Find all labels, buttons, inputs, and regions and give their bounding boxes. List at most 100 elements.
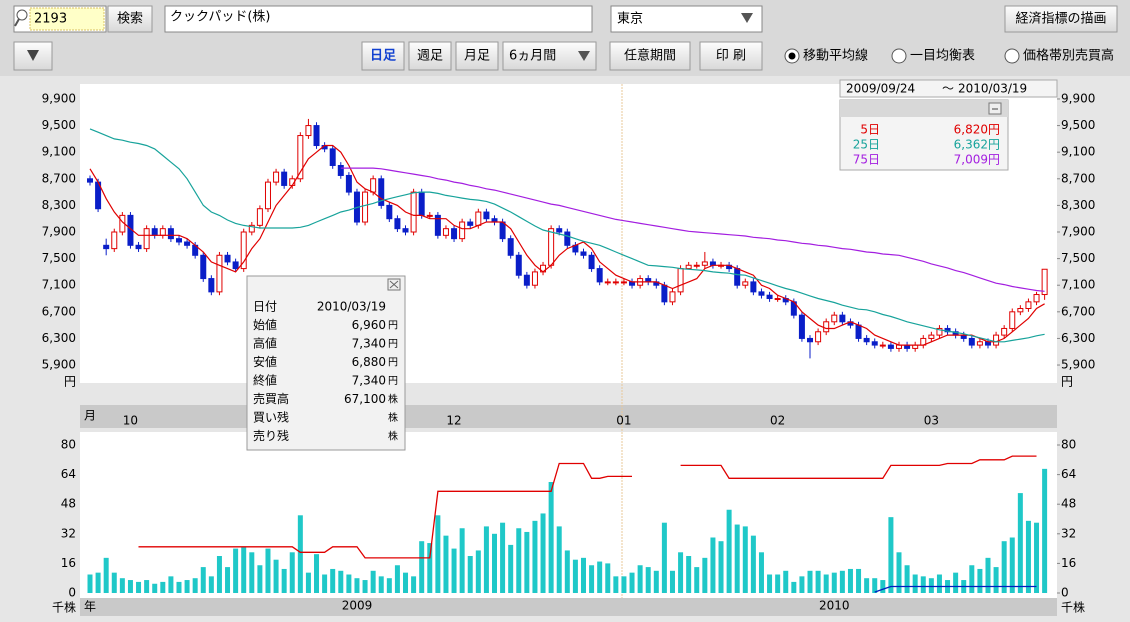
- candle-body: [329, 148, 336, 166]
- tooltip-label: 高値: [253, 336, 277, 351]
- volume-bar: [702, 557, 708, 593]
- y-tick-label: 7,500: [42, 251, 76, 265]
- x-tick-label: 01: [616, 414, 631, 428]
- volume-bar: [103, 557, 109, 593]
- x-tick-label: 02: [770, 414, 785, 428]
- candle-body: [483, 211, 490, 220]
- candle-body: [442, 228, 449, 236]
- candle-body: [362, 191, 369, 223]
- candle-body: [248, 224, 255, 233]
- radio[interactable]: [1004, 48, 1020, 64]
- custom-span-button[interactable]: [609, 41, 691, 71]
- y-tick-label: 8,700: [42, 171, 76, 185]
- volume-bar: [403, 572, 409, 593]
- volume-tick-label: 48: [61, 497, 76, 511]
- candle-body: [386, 204, 393, 220]
- radio-label: 価格帯別売買高: [1023, 48, 1114, 64]
- tooltip-label: 売り残: [253, 428, 289, 443]
- volume-bar: [184, 580, 190, 593]
- volume-bar: [95, 572, 101, 593]
- legend-value: 6,820円: [954, 123, 1000, 137]
- volume-bar: [904, 565, 910, 593]
- volume-bar: [953, 572, 959, 593]
- candle-body: [410, 191, 417, 233]
- volume-tick-label: 0: [1061, 586, 1069, 600]
- y-tick-label: 9,500: [42, 118, 76, 132]
- period-button[interactable]: [455, 41, 499, 71]
- volume-bar: [605, 563, 611, 593]
- volume-bar: [718, 541, 724, 593]
- candle-body: [143, 228, 150, 250]
- period-button[interactable]: [408, 41, 452, 71]
- volume-bar: [467, 556, 473, 593]
- candle-body: [548, 228, 555, 266]
- volume-bar: [847, 568, 853, 593]
- search-icon: [16, 9, 28, 21]
- volume-bar: [920, 576, 926, 593]
- candle-body: [669, 291, 676, 303]
- year-strip: [80, 598, 1057, 616]
- volume-bar: [637, 565, 643, 593]
- volume-bar: [87, 574, 93, 593]
- y-tick-label: 5,900: [42, 358, 76, 372]
- volume-bar: [419, 541, 425, 593]
- radio[interactable]: [891, 48, 907, 64]
- x-tick-label: 10: [123, 414, 138, 428]
- legend-name: 25日: [853, 138, 880, 152]
- econ-button[interactable]: [1004, 5, 1118, 33]
- search-button[interactable]: [107, 5, 153, 33]
- volume-line: [138, 455, 1037, 559]
- candle-body: [175, 238, 182, 243]
- volume-bar: [378, 576, 384, 593]
- volume-bar: [330, 568, 336, 593]
- market-select[interactable]: [610, 5, 763, 33]
- candle-body: [111, 231, 118, 250]
- y-tick-label: 9,500: [1061, 118, 1095, 132]
- volume-bar: [791, 581, 797, 593]
- volume-bar: [216, 556, 222, 593]
- volume-bar: [831, 572, 837, 593]
- tooltip-label: 始値: [253, 317, 277, 332]
- candle-body: [87, 178, 93, 183]
- volume-bar: [653, 570, 659, 593]
- candle-body: [224, 254, 231, 263]
- period-button[interactable]: [361, 41, 405, 71]
- x-tick-label: 03: [924, 414, 939, 428]
- candle-body: [515, 254, 522, 276]
- volume-bar: [459, 528, 465, 593]
- code-input[interactable]: [29, 7, 105, 31]
- volume-bar: [823, 574, 829, 593]
- close-icon: [389, 280, 399, 289]
- candle-body: [1001, 327, 1008, 336]
- volume-bar: [742, 526, 748, 593]
- year-tick-label: 2010: [819, 599, 850, 613]
- year-label: 年: [84, 600, 96, 614]
- volume-bar: [864, 578, 870, 593]
- candle-body: [264, 181, 271, 210]
- candle-body: [1025, 301, 1032, 309]
- candle-body: [523, 274, 530, 286]
- volume-bar: [839, 570, 845, 593]
- volume-bar: [314, 554, 320, 593]
- volume-bar: [548, 482, 554, 593]
- print-button[interactable]: [699, 41, 763, 71]
- y-tick-label: 6,700: [1061, 304, 1095, 318]
- y-tick-label: 6,700: [42, 304, 76, 318]
- span-select[interactable]: [502, 41, 597, 71]
- y-unit: 円: [64, 375, 76, 389]
- candle-body: [677, 268, 684, 293]
- candle-body: [734, 268, 741, 286]
- volume-bar: [726, 509, 732, 593]
- radio-label: 一目均衡表: [910, 49, 975, 64]
- volume-bar: [152, 583, 158, 593]
- volume-bar: [872, 578, 878, 593]
- volume-line: [874, 585, 1037, 593]
- market: 東京: [617, 11, 643, 27]
- volume-bar: [435, 515, 441, 593]
- volume-bar: [500, 522, 506, 593]
- volume-bar: [758, 552, 764, 593]
- tooltip-label: 買い残: [253, 411, 289, 425]
- volume-bar: [305, 572, 311, 593]
